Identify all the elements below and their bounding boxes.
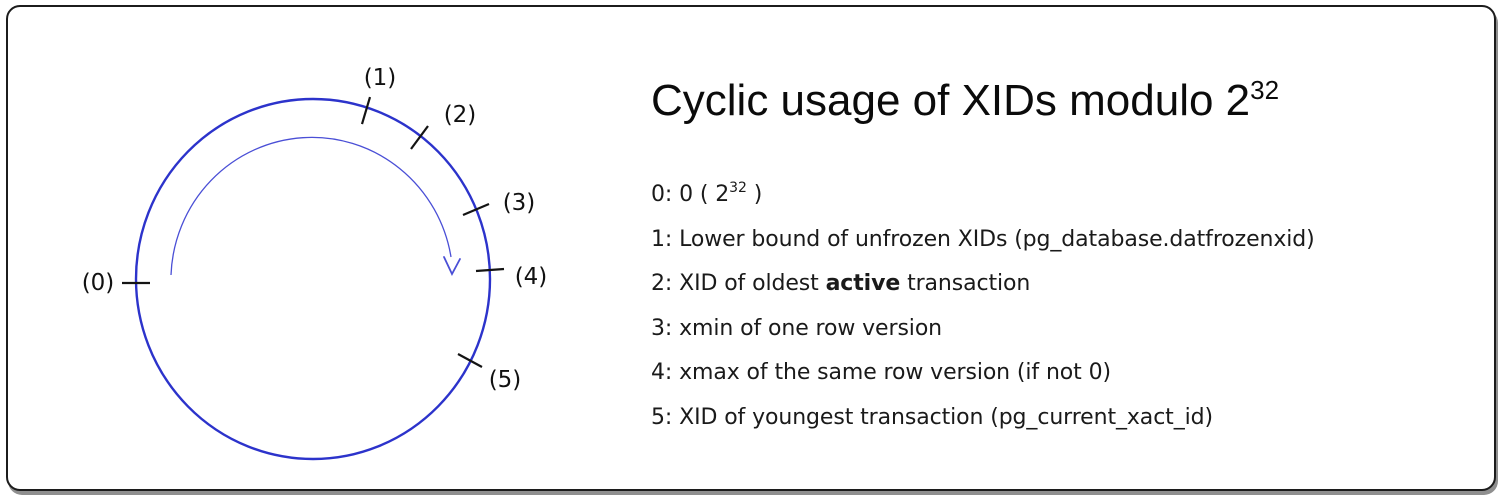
page-title-exponent: 32 xyxy=(1250,75,1280,105)
legend-item-0-exponent: 32 xyxy=(729,180,747,196)
xid-cycle-circle xyxy=(134,97,492,461)
tick-label-2: (2) xyxy=(444,102,477,128)
legend-item-3: 3: xmin of one row version xyxy=(651,315,943,341)
direction-arrowhead-icon xyxy=(443,256,461,277)
tick-marks xyxy=(122,96,505,368)
tick-label-4: (4) xyxy=(515,264,548,290)
legend-item-2-text-end: transaction xyxy=(900,271,1031,296)
tick-label-3: (3) xyxy=(503,190,536,216)
tick-3 xyxy=(462,202,490,217)
legend-item-0-text-end: ) xyxy=(746,182,763,207)
xid-cycle-diagram: (0) (1) (2) (3) (4) (5) xyxy=(82,65,548,461)
page-title: Cyclic usage of XIDs modulo 232 xyxy=(651,75,1280,125)
legend-item-2: 2: XID of oldest active transaction xyxy=(651,262,1315,307)
legend-item-1: 1: Lower bound of unfrozen XIDs (pg_data… xyxy=(651,226,1315,252)
tick-label-0: (0) xyxy=(82,270,115,296)
legend-item-0: 0: 0 ( 232 ) xyxy=(651,173,1315,218)
legend-item-5: 5: XID of youngest transaction (pg_curre… xyxy=(651,404,1213,430)
slide-card: (0) (1) (2) (3) (4) (5) Cyclic usage of … xyxy=(6,5,1496,491)
tick-5 xyxy=(457,353,483,368)
legend-item-2-text: 2: XID of oldest xyxy=(651,271,826,296)
page-title-text: Cyclic usage of XIDs modulo 2 xyxy=(651,76,1251,125)
legend-item-4: 4: xmax of the same row version (if not … xyxy=(651,360,1111,385)
legend-item-0-text: 0: 0 ( 2 xyxy=(651,182,730,207)
tick-1 xyxy=(360,96,372,125)
legend-item-2-bold-text: active xyxy=(825,271,901,296)
tick-label-1: (1) xyxy=(364,65,397,91)
tick-label-5: (5) xyxy=(489,367,522,393)
direction-arc xyxy=(170,136,452,276)
xid-legend-list: 0: 0 ( 232 ) 1: Lower bound of unfrozen … xyxy=(651,173,1315,440)
tick-4 xyxy=(475,267,505,273)
tick-2 xyxy=(410,125,429,150)
